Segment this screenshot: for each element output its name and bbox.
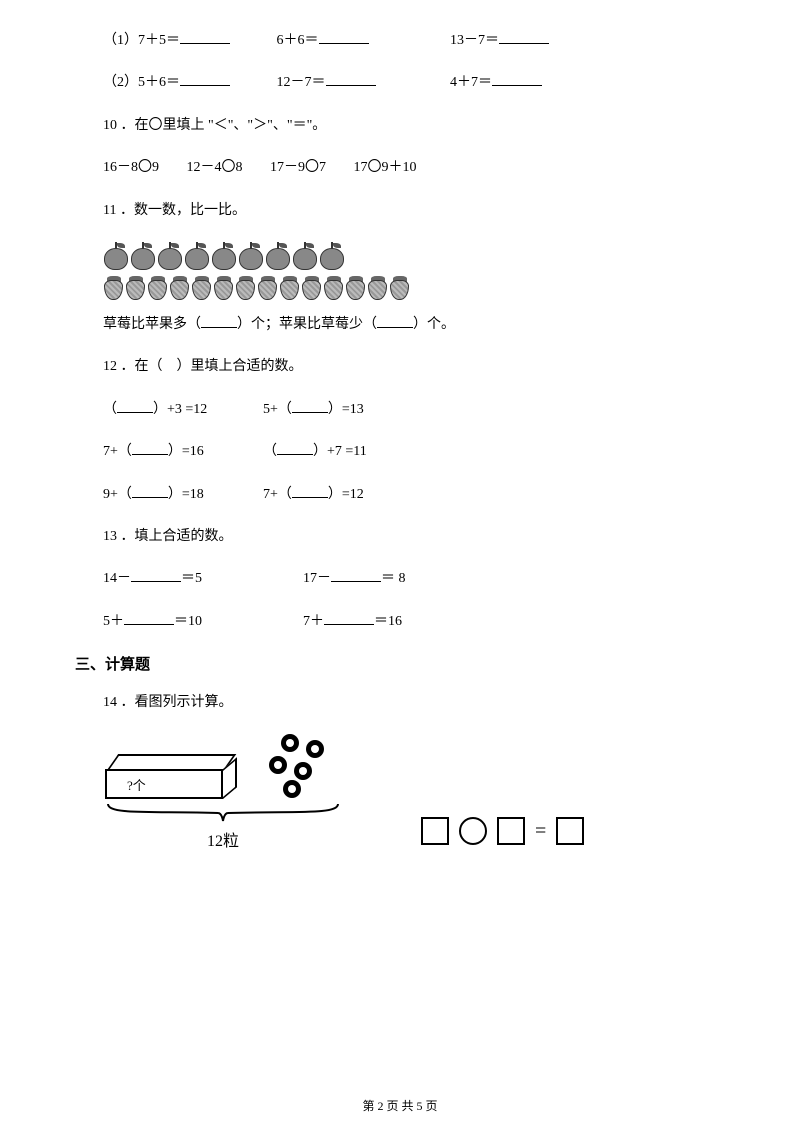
strawberry-icon [389, 274, 410, 300]
strawberry-icon [323, 274, 344, 300]
q9-row2: （2）5＋6＝ 12－7＝ 4＋7＝ [75, 72, 725, 94]
strawberry-icon [169, 274, 190, 300]
blank[interactable] [201, 314, 237, 328]
blank[interactable] [124, 611, 174, 625]
q13-row: 5＋＝107＋＝16 [75, 611, 725, 633]
q10-items: 16－8〇9 12－4〇8 17－9〇7 17〇9＋10 [75, 157, 725, 179]
bead-icon [281, 734, 299, 752]
strawberry-row [75, 274, 725, 300]
apple-icon [130, 242, 156, 270]
blank[interactable] [180, 72, 230, 86]
apple-icon [238, 242, 264, 270]
strawberry-icon [125, 274, 146, 300]
q12-row: 9+（）=187+（）=12 [75, 484, 725, 506]
box-3d: ?个 [105, 754, 235, 799]
q14-prompt: 14 ．看图列示计算。 [75, 692, 725, 714]
bead-icon [269, 756, 287, 774]
apple-icon [265, 242, 291, 270]
q9-1c: 13－7＝ [450, 30, 600, 52]
q9-1b: 6＋6＝ [277, 30, 447, 52]
apple-icon [211, 242, 237, 270]
strawberry-icon [235, 274, 256, 300]
bead-icon [294, 762, 312, 780]
square-box[interactable] [497, 817, 525, 845]
strawberry-icon [103, 274, 124, 300]
strawberry-icon [367, 274, 388, 300]
apple-icon [319, 242, 345, 270]
q9-row1: （1）7＋5＝ 6＋6＝ 13－7＝ [75, 30, 725, 52]
strawberry-icon [213, 274, 234, 300]
q9-2b: 12－7＝ [277, 72, 447, 94]
q12-row: （）+3 =125+（）=13 [75, 399, 725, 421]
blank[interactable] [324, 611, 374, 625]
q13-prompt: 13 ．填上合适的数。 [75, 526, 725, 548]
blank[interactable] [492, 72, 542, 86]
q10-item: 17〇9＋10 [354, 160, 417, 175]
blank[interactable] [377, 314, 413, 328]
q13-row: 14－＝517－＝ 8 [75, 568, 725, 590]
strawberry-icon [345, 274, 366, 300]
blank[interactable] [131, 568, 181, 582]
bead-icon [306, 740, 324, 758]
bead-icon [283, 780, 301, 798]
q14-figure: ?个 12粒 = [75, 734, 725, 851]
apple-icon [157, 242, 183, 270]
strawberry-icon [147, 274, 168, 300]
strawberry-icon [301, 274, 322, 300]
square-box[interactable] [421, 817, 449, 845]
blank[interactable] [292, 484, 328, 498]
box-label: ?个 [127, 775, 146, 794]
section-3-heading: 三、计算题 [75, 653, 725, 674]
q10-item: 16－8〇9 [103, 160, 159, 175]
strawberry-icon [257, 274, 278, 300]
blank[interactable] [277, 441, 313, 455]
apple-icon [103, 242, 129, 270]
brace-label: 12粒 [103, 827, 343, 851]
blank[interactable] [117, 399, 153, 413]
blank[interactable] [180, 30, 230, 44]
q11-prompt: 11 ．数一数，比一比。 [75, 200, 725, 222]
circle-box[interactable] [459, 817, 487, 845]
apple-row [75, 242, 725, 270]
blank[interactable] [292, 399, 328, 413]
q12-row: 7+（）=16（）+7 =11 [75, 441, 725, 463]
square-box[interactable] [556, 817, 584, 845]
equation-boxes: = [421, 817, 584, 845]
blank[interactable] [132, 484, 168, 498]
strawberry-icon [191, 274, 212, 300]
blank[interactable] [331, 568, 381, 582]
q10-prompt: 10 ．在〇里填上 "＜"、"＞"、"＝"。 [75, 115, 725, 137]
blank[interactable] [499, 30, 549, 44]
brace [103, 801, 343, 825]
q9-2a: （2）5＋6＝ [103, 72, 273, 94]
blank[interactable] [319, 30, 369, 44]
apple-icon [292, 242, 318, 270]
strawberry-icon [279, 274, 300, 300]
q10-item: 17－9〇7 [270, 160, 326, 175]
q9-2c: 4＋7＝ [450, 72, 600, 94]
beads-group [261, 734, 341, 799]
q12-prompt: 12 ．在（ ）里填上合适的数。 [75, 356, 725, 378]
q9-1a: （1）7＋5＝ [103, 30, 273, 52]
q11-sentence: 草莓比苹果多（）个；苹果比草莓少（）个。 [75, 314, 725, 336]
q10-item: 12－4〇8 [187, 160, 243, 175]
equals-sign: = [535, 820, 546, 843]
apple-icon [184, 242, 210, 270]
blank[interactable] [326, 72, 376, 86]
page-footer: 第 2 页 共 5 页 [0, 1097, 800, 1114]
blank[interactable] [132, 441, 168, 455]
